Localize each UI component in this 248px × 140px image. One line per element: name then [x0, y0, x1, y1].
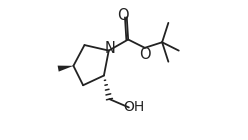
- Text: O: O: [117, 8, 128, 23]
- Text: N: N: [105, 41, 116, 56]
- Polygon shape: [58, 66, 73, 72]
- Text: O: O: [139, 47, 151, 62]
- Text: OH: OH: [124, 100, 145, 114]
